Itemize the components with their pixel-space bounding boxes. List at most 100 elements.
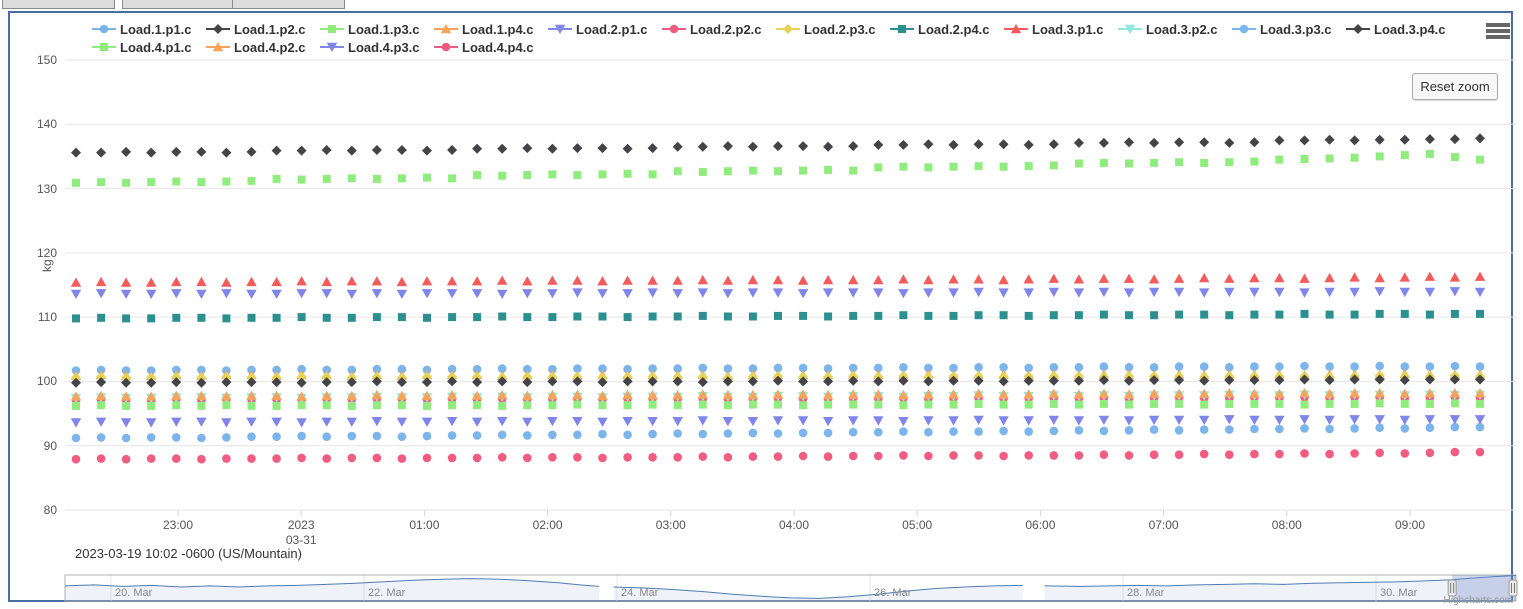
- data-point[interactable]: [648, 364, 657, 373]
- data-point[interactable]: [1048, 139, 1059, 150]
- data-point[interactable]: [1173, 273, 1185, 283]
- data-point[interactable]: [222, 401, 231, 410]
- data-point[interactable]: [246, 417, 257, 427]
- data-point[interactable]: [1023, 288, 1034, 298]
- data-point[interactable]: [146, 454, 156, 463]
- data-point[interactable]: [1049, 161, 1058, 170]
- data-point[interactable]: [271, 145, 282, 156]
- data-point[interactable]: [874, 163, 883, 172]
- data-point[interactable]: [1099, 362, 1109, 371]
- data-point[interactable]: [172, 313, 181, 322]
- data-point[interactable]: [120, 289, 132, 299]
- data-point[interactable]: [1274, 287, 1285, 298]
- data-point[interactable]: [197, 365, 206, 375]
- data-point[interactable]: [598, 170, 607, 179]
- data-point[interactable]: [121, 366, 131, 375]
- data-point[interactable]: [146, 418, 157, 428]
- data-point[interactable]: [924, 163, 933, 172]
- data-point[interactable]: [1073, 389, 1085, 399]
- data-point[interactable]: [321, 145, 332, 155]
- data-point[interactable]: [1374, 415, 1385, 425]
- data-point[interactable]: [447, 145, 458, 155]
- data-point[interactable]: [372, 313, 381, 322]
- data-point[interactable]: [96, 147, 107, 158]
- data-point[interactable]: [70, 289, 82, 299]
- data-point[interactable]: [1148, 274, 1160, 284]
- data-point[interactable]: [396, 289, 408, 299]
- data-point[interactable]: [1199, 272, 1210, 283]
- data-point[interactable]: [1474, 271, 1486, 281]
- data-point[interactable]: [446, 276, 458, 286]
- data-point[interactable]: [1023, 375, 1034, 386]
- data-point[interactable]: [598, 312, 607, 321]
- data-point[interactable]: [873, 139, 884, 150]
- data-point[interactable]: [999, 426, 1008, 436]
- data-point[interactable]: [899, 162, 908, 171]
- data-point[interactable]: [1449, 134, 1460, 145]
- data-point[interactable]: [1024, 451, 1033, 460]
- data-point[interactable]: [1375, 448, 1384, 458]
- data-point[interactable]: [97, 401, 106, 410]
- data-point[interactable]: [548, 364, 557, 374]
- data-point[interactable]: [1275, 424, 1284, 434]
- data-point[interactable]: [472, 143, 483, 154]
- data-point[interactable]: [422, 377, 432, 388]
- data-point[interactable]: [1173, 287, 1185, 298]
- data-point[interactable]: [1424, 271, 1436, 281]
- data-point[interactable]: [70, 277, 82, 287]
- data-point[interactable]: [1249, 272, 1260, 283]
- data-point[interactable]: [346, 145, 357, 156]
- data-point[interactable]: [471, 276, 483, 286]
- data-point[interactable]: [723, 364, 733, 373]
- data-point[interactable]: [974, 363, 983, 372]
- data-point[interactable]: [748, 428, 758, 438]
- data-point[interactable]: [196, 377, 207, 388]
- data-point[interactable]: [1400, 449, 1410, 458]
- data-point[interactable]: [423, 173, 431, 182]
- data-point[interactable]: [1375, 309, 1384, 318]
- data-point[interactable]: [948, 375, 959, 386]
- data-point[interactable]: [597, 417, 608, 427]
- data-point[interactable]: [924, 451, 933, 461]
- data-point[interactable]: [96, 454, 106, 463]
- data-point[interactable]: [472, 453, 482, 463]
- data-point[interactable]: [848, 141, 859, 152]
- data-point[interactable]: [973, 274, 984, 284]
- data-point[interactable]: [798, 428, 808, 438]
- data-point[interactable]: [899, 311, 908, 320]
- data-point[interactable]: [523, 171, 532, 180]
- data-point[interactable]: [772, 389, 784, 399]
- data-point[interactable]: [672, 275, 683, 285]
- data-point[interactable]: [1350, 424, 1359, 433]
- data-point[interactable]: [898, 289, 909, 299]
- data-point[interactable]: [172, 177, 181, 186]
- data-point[interactable]: [1450, 309, 1459, 318]
- data-point[interactable]: [347, 401, 356, 410]
- data-point[interactable]: [1324, 272, 1335, 283]
- data-point[interactable]: [447, 376, 458, 387]
- data-point[interactable]: [423, 401, 431, 410]
- data-point[interactable]: [1098, 375, 1109, 386]
- data-point[interactable]: [397, 174, 406, 183]
- data-point[interactable]: [522, 143, 533, 154]
- data-point[interactable]: [1275, 155, 1284, 164]
- data-point[interactable]: [396, 417, 408, 427]
- data-point[interactable]: [196, 146, 207, 157]
- data-point[interactable]: [71, 377, 81, 388]
- data-point[interactable]: [422, 453, 432, 463]
- data-point[interactable]: [748, 166, 757, 175]
- data-point[interactable]: [747, 417, 759, 427]
- data-point[interactable]: [1225, 450, 1234, 460]
- data-point[interactable]: [297, 175, 306, 184]
- data-point[interactable]: [271, 417, 282, 427]
- data-point[interactable]: [824, 165, 833, 174]
- data-point[interactable]: [271, 276, 282, 287]
- data-point[interactable]: [121, 372, 132, 383]
- data-point[interactable]: [1023, 416, 1034, 426]
- data-point[interactable]: [822, 417, 834, 427]
- data-point[interactable]: [623, 364, 632, 374]
- data-point[interactable]: [623, 401, 632, 410]
- data-point[interactable]: [1375, 423, 1384, 433]
- data-point[interactable]: [1123, 273, 1135, 283]
- data-point[interactable]: [473, 401, 482, 410]
